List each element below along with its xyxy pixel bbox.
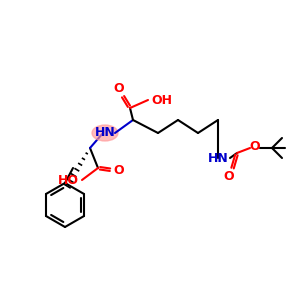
Text: HN: HN [208,152,228,164]
Text: O: O [224,169,234,182]
Text: O: O [250,140,260,152]
Text: O: O [114,82,124,95]
Text: O: O [114,164,124,176]
Text: HN: HN [94,127,116,140]
Ellipse shape [92,125,118,141]
Text: OH: OH [152,94,172,106]
Text: HO: HO [58,173,79,187]
